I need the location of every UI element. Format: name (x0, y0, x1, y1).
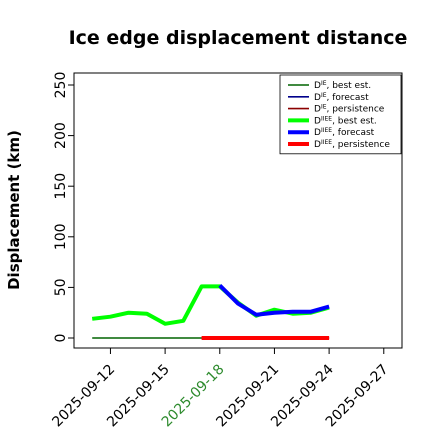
legend-sup: IIEE (321, 139, 332, 146)
legend-sup: IIEE (321, 115, 332, 122)
legend-entry: DIE, forecast (314, 92, 369, 103)
y-tick-label: 200 (53, 122, 69, 149)
legend-base: D (314, 105, 321, 115)
legend-suffix: , forecast (327, 93, 370, 103)
y-tick-label: 250 (53, 72, 69, 99)
legend-entry: DIIEE, persistence (314, 139, 390, 150)
legend-sup: IIEE (321, 127, 332, 134)
legend-sup: IE (321, 92, 327, 99)
chart-title: Ice edge displacement distance (69, 27, 408, 49)
legend-suffix: , persistence (332, 140, 390, 150)
legend-base: D (314, 140, 321, 150)
series-line-5 (218, 283, 330, 317)
legend-sup: IE (321, 104, 327, 111)
y-tick-label: 100 (53, 223, 69, 250)
y-axis-ticks: 0 50 100 150 200 250 (53, 72, 74, 343)
legend-suffix: , forecast (332, 128, 375, 138)
legend-base: D (314, 116, 321, 126)
y-tick-label: 50 (53, 278, 69, 296)
legend-entry: DIE, persistence (314, 104, 385, 115)
legend-box (279, 74, 402, 155)
legend-base: D (314, 93, 321, 103)
x-axis-ticks: 2025-09-122025-09-152025-09-182025-09-21… (49, 348, 392, 430)
legend-entry: DIIEE, best est. (314, 115, 377, 126)
legend-suffix: , best est. (332, 116, 377, 126)
legend-suffix: , persistence (327, 105, 385, 115)
legend-entry: DIE, best est. (314, 80, 371, 91)
series-line-4 (91, 284, 330, 326)
legend-base: D (314, 81, 321, 91)
legend-suffix: , best est. (327, 81, 372, 91)
legend-base: D (314, 128, 321, 138)
y-axis-label: Displacement (km) (5, 130, 23, 290)
y-tick-label: 0 (53, 334, 69, 343)
y-tick-label: 150 (53, 173, 69, 200)
legend-sup: IE (321, 80, 327, 87)
legend-entry: DIIEE, forecast (314, 127, 375, 138)
series-layer (91, 283, 330, 340)
plot-frame (73, 72, 403, 349)
